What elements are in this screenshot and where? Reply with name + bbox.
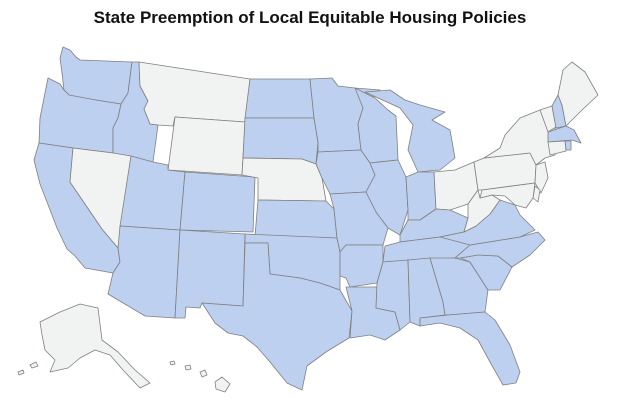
state-kansas[interactable]: Kansas xyxy=(254,199,338,239)
state-hawaii-island-1 xyxy=(184,364,192,371)
state-hawaii-island-2 xyxy=(169,360,176,366)
state-montana[interactable]: Montana xyxy=(138,61,251,127)
state-michigan[interactable]: Michigan xyxy=(364,89,456,173)
state-hawaii[interactable]: Hawaii xyxy=(214,376,231,393)
state-alaska-island-3 xyxy=(29,361,39,369)
state-northdakota[interactable]: North Dakota xyxy=(244,78,315,119)
state-colorado[interactable]: Colorado xyxy=(179,171,256,233)
state-arkansas[interactable]: Arkansas xyxy=(339,244,384,288)
state-florida[interactable]: Florida xyxy=(419,311,521,386)
state-newjersey[interactable]: New Jersey xyxy=(534,161,549,194)
state-connecticut[interactable]: Connecticut xyxy=(547,140,567,156)
state-hawaii-island-0 xyxy=(199,369,208,378)
state-texas[interactable]: Texas xyxy=(201,242,353,391)
state-maine[interactable]: Maine xyxy=(557,61,599,127)
map-title: State Preemption of Local Equitable Hous… xyxy=(93,8,527,27)
state-wyoming[interactable]: Wyoming xyxy=(167,116,246,176)
state-illinois[interactable]: Illinois xyxy=(365,159,409,236)
state-alaska[interactable]: Alaska xyxy=(39,303,151,389)
state-alaska-island-4 xyxy=(17,369,25,376)
state-arizona[interactable]: Arizona xyxy=(107,225,181,319)
state-maryland[interactable]: Maryland xyxy=(479,182,536,209)
state-southdakota[interactable]: South Dakota xyxy=(242,117,319,165)
